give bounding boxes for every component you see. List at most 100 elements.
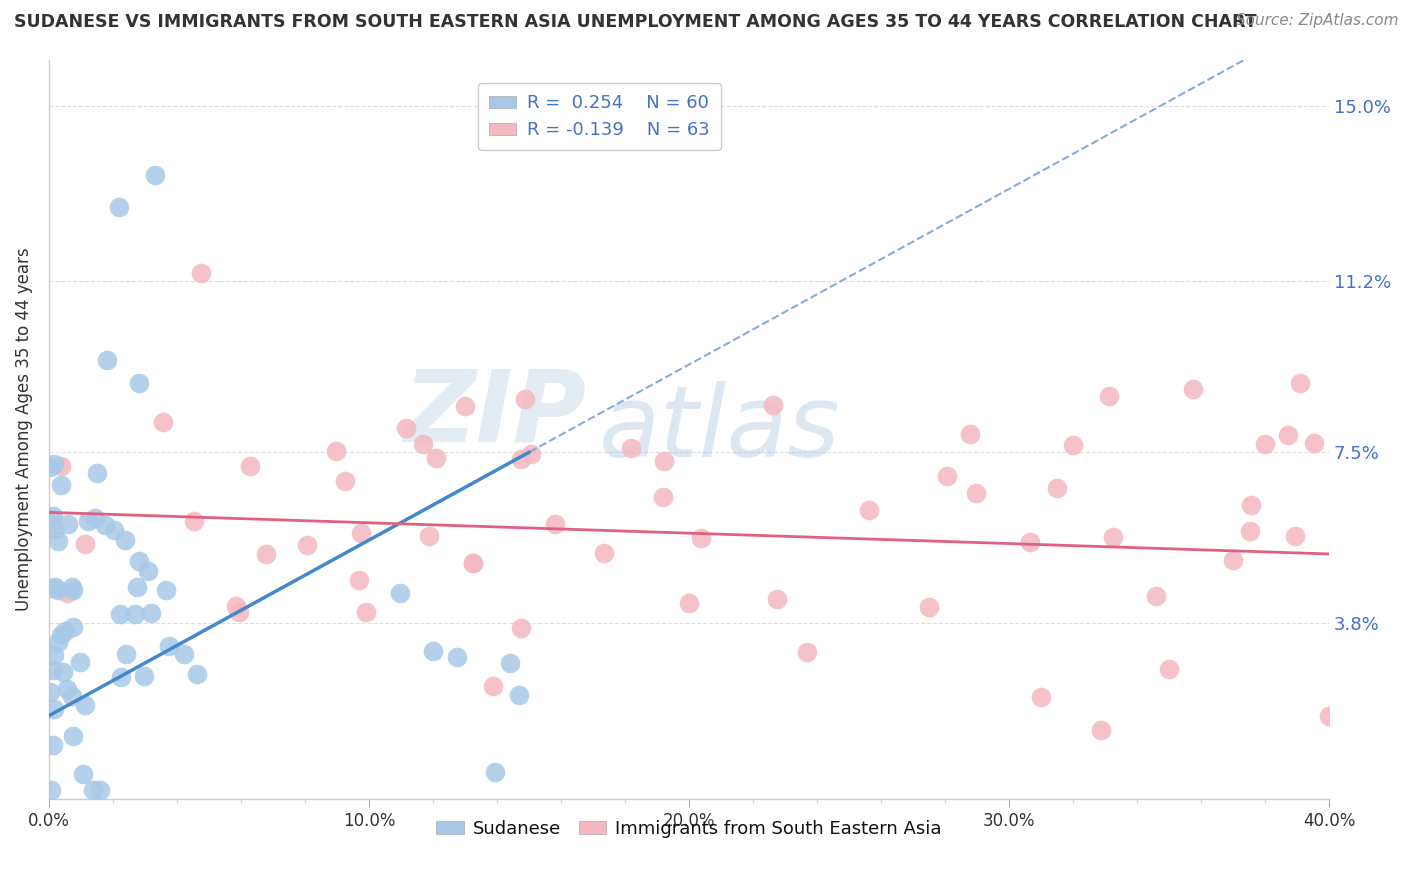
Point: [53, 624, 76, 638]
Point: [46, 635, 69, 649]
Point: [110, 670, 132, 684]
Point: [482, 679, 505, 693]
Point: [463, 556, 485, 570]
Point: [652, 454, 675, 468]
Point: [1239, 524, 1261, 538]
Point: [678, 596, 700, 610]
Point: [56, 681, 79, 696]
Point: [82, 782, 104, 797]
Point: [49, 459, 72, 474]
Point: [446, 649, 468, 664]
Point: [858, 502, 880, 516]
Point: [350, 526, 373, 541]
Point: [46, 533, 69, 548]
Point: [46, 582, 69, 597]
Point: [44, 648, 66, 662]
Point: [225, 599, 247, 613]
Point: [965, 486, 987, 500]
Point: [1284, 528, 1306, 542]
Point: [395, 421, 418, 435]
Point: [651, 490, 673, 504]
Point: [543, 516, 565, 531]
Point: [108, 201, 131, 215]
Point: [42, 663, 65, 677]
Point: [1302, 435, 1324, 450]
Point: [412, 437, 434, 451]
Point: [49, 628, 72, 642]
Point: [510, 621, 533, 635]
Point: [1046, 481, 1069, 495]
Point: [761, 398, 783, 412]
Point: [139, 607, 162, 621]
Point: [73, 536, 96, 550]
Point: [959, 427, 981, 442]
Point: [75, 698, 97, 713]
Point: [157, 639, 180, 653]
Point: [349, 573, 371, 587]
Point: [239, 458, 262, 473]
Point: [1157, 663, 1180, 677]
Point: [86, 466, 108, 480]
Point: [593, 545, 616, 559]
Point: [484, 764, 506, 779]
Point: [354, 605, 377, 619]
Point: [228, 605, 250, 619]
Point: [62, 620, 84, 634]
Point: [1062, 438, 1084, 452]
Point: [418, 529, 440, 543]
Point: [796, 645, 818, 659]
Point: [389, 586, 412, 600]
Point: [1098, 389, 1121, 403]
Point: [108, 607, 131, 621]
Point: [60, 580, 83, 594]
Point: [39, 582, 62, 596]
Point: [1181, 382, 1204, 396]
Point: [128, 376, 150, 390]
Point: [155, 582, 177, 597]
Point: [510, 452, 533, 467]
Point: [690, 531, 713, 545]
Point: [114, 533, 136, 547]
Point: [935, 469, 957, 483]
Text: atlas: atlas: [599, 381, 841, 478]
Point: [103, 523, 125, 537]
Point: [1090, 723, 1112, 737]
Point: [56, 517, 79, 532]
Point: [186, 667, 208, 681]
Point: [425, 450, 447, 465]
Point: [152, 415, 174, 429]
Point: [620, 441, 643, 455]
Point: [173, 647, 195, 661]
Point: [1029, 690, 1052, 705]
Point: [1254, 437, 1277, 451]
Point: [89, 782, 111, 797]
Point: [325, 444, 347, 458]
Point: [1101, 530, 1123, 544]
Y-axis label: Unemployment Among Ages 35 to 44 years: Unemployment Among Ages 35 to 44 years: [15, 247, 32, 611]
Point: [60, 690, 83, 704]
Point: [1222, 552, 1244, 566]
Point: [49, 478, 72, 492]
Point: [96, 352, 118, 367]
Point: [115, 647, 138, 661]
Point: [62, 729, 84, 743]
Point: [461, 556, 484, 570]
Point: [62, 583, 84, 598]
Point: [128, 554, 150, 568]
Point: [69, 656, 91, 670]
Point: [295, 538, 318, 552]
Point: [38, 685, 60, 699]
Point: [1019, 535, 1042, 549]
Point: [39, 459, 62, 474]
Point: [42, 738, 65, 752]
Point: [254, 547, 277, 561]
Point: [44, 580, 66, 594]
Point: [44, 522, 66, 536]
Text: ZIP: ZIP: [404, 366, 586, 463]
Point: [93, 517, 115, 532]
Point: [127, 580, 149, 594]
Legend: Sudanese, Immigrants from South Eastern Asia: Sudanese, Immigrants from South Eastern …: [429, 813, 949, 846]
Point: [1144, 589, 1167, 603]
Point: [56, 586, 79, 600]
Text: SUDANESE VS IMMIGRANTS FROM SOUTH EASTERN ASIA UNEMPLOYMENT AMONG AGES 35 TO 44 : SUDANESE VS IMMIGRANTS FROM SOUTH EASTER…: [14, 13, 1257, 31]
